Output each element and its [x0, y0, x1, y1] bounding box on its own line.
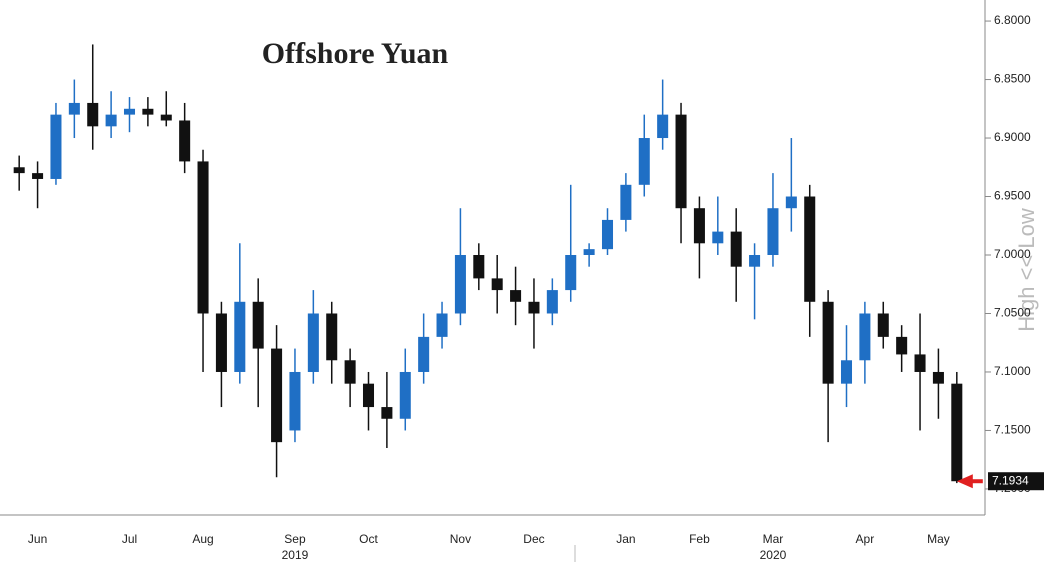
- axis-label: High << Low: [1014, 208, 1039, 332]
- candle-body: [87, 102, 99, 127]
- candle-body: [804, 196, 816, 302]
- chart-title: Offshore Yuan: [262, 37, 449, 70]
- candle-body: [840, 360, 853, 384]
- candle-body: [896, 336, 908, 355]
- x-tick-label: May: [927, 532, 950, 546]
- candle-body: [454, 255, 466, 314]
- last-value-arrow: [956, 474, 973, 489]
- candle-body: [252, 301, 264, 349]
- y-tick-label: 6.8000: [994, 13, 1031, 27]
- candle-body: [32, 173, 44, 179]
- candle-body: [399, 371, 411, 419]
- candle-body: [951, 383, 963, 482]
- candle-body: [932, 371, 944, 384]
- x-tick-label: Apr: [856, 532, 875, 546]
- candle-body: [68, 102, 80, 115]
- candle-body: [381, 407, 393, 419]
- candle-body: [675, 114, 687, 209]
- candle-body: [620, 184, 632, 220]
- y-tick-label: 7.0000: [994, 247, 1031, 261]
- x-tick-label: Jul: [122, 532, 137, 546]
- candle-body: [105, 114, 117, 127]
- x-tick-label: Dec: [523, 532, 544, 546]
- candle-body: [546, 290, 558, 314]
- candle-body: [859, 313, 871, 361]
- candle-body: [749, 255, 761, 267]
- candle-body: [473, 255, 485, 279]
- y-tick-label: 6.9000: [994, 130, 1031, 144]
- candle-body: [179, 120, 191, 162]
- x-tick-label: Nov: [450, 532, 471, 546]
- candle-body: [822, 301, 834, 384]
- x-tick-label: Feb: [689, 532, 710, 546]
- candle-body: [491, 278, 503, 291]
- x-tick-label: Sep: [284, 532, 306, 546]
- candle-body: [123, 108, 136, 115]
- candle-body: [215, 313, 227, 372]
- candle-body: [271, 348, 283, 443]
- x-tick-label: Mar: [763, 532, 784, 546]
- candle-body: [601, 219, 614, 250]
- candle-body: [344, 360, 356, 384]
- x-year-label: 2020: [760, 548, 787, 562]
- candle-body: [693, 208, 705, 244]
- candle-body: [142, 108, 154, 115]
- candle-body: [657, 114, 669, 139]
- candle-body: [289, 371, 301, 431]
- candle-body: [50, 114, 62, 179]
- y-tick-label: 7.0500: [994, 306, 1031, 320]
- y-tick-label: 6.8500: [994, 72, 1031, 86]
- candle-body: [436, 313, 448, 337]
- candle-body: [712, 231, 724, 244]
- candle-body: [914, 354, 926, 372]
- candle-body: [197, 161, 209, 314]
- x-tick-label: Oct: [359, 532, 378, 546]
- candle-body: [510, 290, 522, 302]
- candle-body: [565, 255, 577, 291]
- candle-body: [583, 249, 595, 255]
- x-tick-label: Aug: [192, 532, 213, 546]
- candle-body: [767, 208, 779, 255]
- x-tick-label: Jan: [616, 532, 635, 546]
- candle-body: [307, 313, 319, 372]
- candle-body: [638, 138, 650, 185]
- y-tick-label: 7.1000: [994, 364, 1031, 378]
- candle-body: [877, 313, 889, 337]
- last-value-label: 7.1934: [992, 473, 1029, 487]
- x-tick-label: Jun: [28, 532, 47, 546]
- candle-body: [362, 383, 375, 408]
- x-year-label: 2019: [282, 548, 309, 562]
- candle-body: [234, 301, 246, 372]
- candle-body: [13, 167, 25, 174]
- candle-body: [418, 336, 430, 372]
- y-tick-label: 7.1500: [994, 423, 1031, 437]
- candle-body: [326, 313, 338, 361]
- candle-body: [528, 301, 540, 314]
- candle-body: [730, 231, 742, 267]
- last-value-box: [988, 472, 1044, 491]
- candle-body: [160, 114, 172, 121]
- candle-body: [785, 196, 797, 209]
- y-tick-label: 6.9500: [994, 189, 1031, 203]
